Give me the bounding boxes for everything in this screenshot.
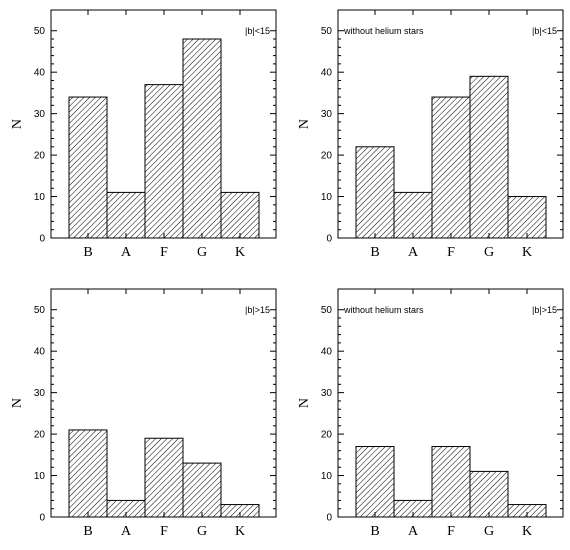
y-tick-label: 10: [321, 192, 333, 203]
category-label: B: [370, 245, 379, 260]
y-tick-label: 0: [39, 234, 45, 245]
panel-annotation-subset: without helium stars: [343, 305, 424, 315]
panel-annotation-latitude: |b|>15: [245, 305, 270, 315]
y-axis-label: N: [10, 398, 25, 408]
panel-annotation-latitude: |b|>15: [532, 305, 557, 315]
category-label: F: [160, 245, 168, 260]
category-label: F: [447, 524, 455, 539]
y-tick-label: 20: [34, 430, 46, 441]
panel-annotation-latitude: |b|<15: [532, 26, 557, 36]
y-tick-label: 0: [39, 513, 45, 524]
y-axis-label: N: [297, 398, 312, 408]
y-tick-label: 40: [34, 347, 46, 358]
y-tick-label: 40: [321, 347, 333, 358]
y-tick-label: 20: [34, 151, 46, 162]
bar-G: [469, 470, 509, 518]
category-label: K: [522, 245, 532, 260]
y-tick-label: 20: [321, 151, 333, 162]
category-label: K: [235, 524, 245, 539]
bar-F: [431, 446, 471, 518]
category-label: K: [522, 524, 532, 539]
chart-panel-3: 0 10 20 30 40 50 B A F G K N |b|>15: [10, 288, 277, 539]
bar-A: [393, 191, 433, 239]
category-label: F: [160, 524, 168, 539]
bar-K: [507, 196, 547, 239]
y-tick-label: 50: [34, 305, 46, 316]
y-tick-label: 30: [321, 109, 333, 120]
bar-G: [469, 75, 509, 239]
y-tick-label: 30: [321, 388, 333, 399]
y-tick-label: 50: [321, 305, 333, 316]
panel-annotation-subset: without helium stars: [343, 26, 424, 36]
y-tick-label: 30: [34, 388, 46, 399]
y-tick-label: 10: [34, 192, 46, 203]
bar-B: [355, 446, 395, 518]
category-label: K: [235, 245, 245, 260]
chart-panel-1: 0 10 20 30 40 50 B A F G K N |b|<15: [10, 9, 277, 260]
category-label: G: [484, 245, 494, 260]
y-tick-label: 10: [321, 471, 333, 482]
bar-A: [106, 191, 146, 239]
y-tick-label: 50: [321, 26, 333, 37]
category-label: A: [121, 245, 132, 260]
category-label: G: [197, 245, 207, 260]
bar-B: [68, 429, 108, 518]
category-label: B: [83, 524, 92, 539]
y-tick-label: 40: [321, 68, 333, 79]
category-label: A: [408, 245, 419, 260]
category-label: G: [197, 524, 207, 539]
y-tick-label: 0: [326, 234, 332, 245]
y-tick-label: 30: [34, 109, 46, 120]
category-label: F: [447, 245, 455, 260]
y-axis-label: N: [10, 119, 25, 129]
panel-annotation-latitude: |b|<15: [245, 26, 270, 36]
category-label: B: [83, 245, 92, 260]
y-tick-label: 50: [34, 26, 46, 37]
category-label: A: [408, 524, 419, 539]
category-label: G: [484, 524, 494, 539]
bar-F: [431, 96, 471, 239]
bar-B: [68, 96, 108, 239]
bar-B: [355, 146, 395, 239]
y-tick-label: 40: [34, 68, 46, 79]
y-tick-label: 20: [321, 430, 333, 441]
y-axis-label: N: [297, 119, 312, 129]
category-label: B: [370, 524, 379, 539]
bar-F: [144, 84, 184, 239]
bar-G: [182, 38, 222, 239]
y-tick-label: 10: [34, 471, 46, 482]
category-label: A: [121, 524, 132, 539]
y-tick-label: 0: [326, 513, 332, 524]
bar-K: [220, 191, 260, 239]
bar-F: [144, 437, 184, 518]
bar-G: [182, 462, 222, 518]
